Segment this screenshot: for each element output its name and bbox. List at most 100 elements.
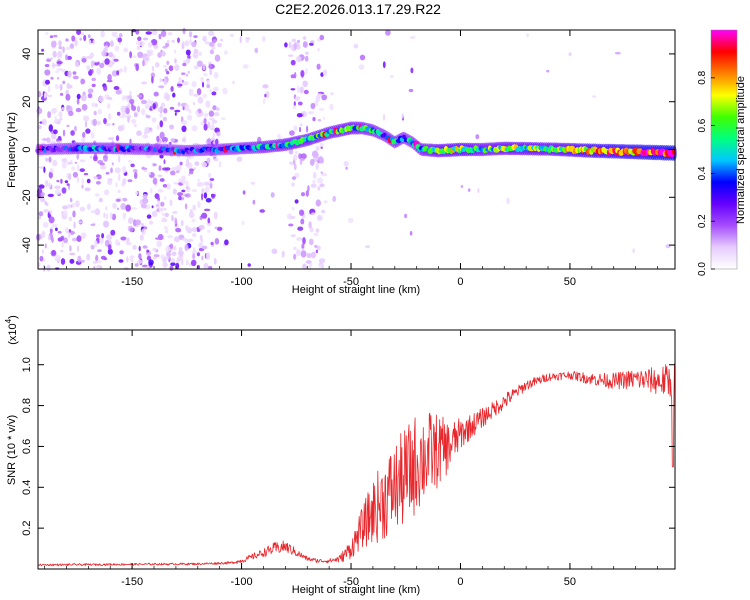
heatmap-cell [186,73,189,77]
heatmap-cell [209,182,213,189]
heatmap-cell [299,126,301,133]
heatmap-cell [166,183,171,190]
heatmap-cell [218,161,222,168]
heatmap-cell [209,178,215,181]
heatmap-cell [211,121,214,129]
heatmap-cell [154,237,161,240]
heatmap-cell [54,254,61,262]
heatmap-cell [83,115,90,122]
heatmap-cell [96,120,101,126]
y-tick-label: 20 [21,96,33,108]
heatmap-cell [232,80,235,85]
heatmap-cell [164,196,167,200]
heatmap-cell [192,233,197,237]
heatmap-cell [42,249,44,254]
heatmap-cell [125,107,130,115]
spectrogram-y-label: Frequency (Hz) [6,112,18,188]
spectrogram-y-ticks: -40 -20 0 20 40 [21,48,675,253]
heatmap-cell [408,88,414,93]
heatmap-cell [300,153,307,160]
heatmap-cell [75,61,79,68]
heatmap-cell [51,224,58,228]
heatmap-cell [134,123,137,128]
heatmap-cell [45,32,49,35]
heatmap-cell [56,67,63,72]
heatmap-cell [60,258,66,265]
heatmap-cell [329,103,334,111]
snr-y-ticks: 0.2 0.4 0.6 0.8 1.0 [21,357,675,536]
heatmap-cell [165,42,170,48]
heatmap-cell [38,211,44,217]
heatmap-cell [171,39,175,43]
heatmap-cell [208,30,215,36]
heatmap-cell [122,197,128,202]
heatmap-cell [298,57,301,62]
heatmap-cell [63,237,68,244]
heatmap-cell [161,217,167,222]
heatmap-cell [163,207,167,211]
heatmap-cell [105,123,112,127]
heatmap-cell [107,244,112,251]
heatmap-cell [181,125,187,133]
heatmap-cell [254,47,259,54]
heatmap-cell [546,69,550,73]
heatmap-cell [170,170,176,176]
heatmap-cell [103,220,109,228]
heatmap-cell [300,218,305,225]
heatmap-cell [290,88,296,91]
heatmap-cell [142,193,148,199]
heatmap-cell [92,40,96,45]
heatmap-cell [106,234,113,241]
heatmap-cell [153,254,160,258]
heatmap-cell [212,39,217,43]
chart-title: C2E2.2026.013.17.29.R22 [275,1,441,17]
heatmap-cell [136,94,142,98]
heatmap-cell [103,154,108,162]
heatmap-cell [65,38,69,42]
colorbar: 0.0 0.2 0.4 0.6 0.8 Normalized spectral ampl… [697,29,747,276]
heatmap-cell [199,234,203,241]
heatmap-cell [213,257,217,265]
heatmap-cell [404,213,408,219]
heatmap-cell [171,214,174,222]
heatmap-cell [142,134,149,139]
heatmap-cell [93,261,98,264]
heatmap-cell [84,120,88,128]
heatmap-cell [110,229,116,236]
heatmap-cell [66,55,72,60]
y-tick-label: 0.6 [21,439,33,454]
heatmap-cell [187,238,194,242]
y-tick-label: 0 [21,146,33,152]
heatmap-cell [203,208,211,212]
heatmap-cell [119,250,124,255]
heatmap-cell [76,235,82,243]
heatmap-cell [207,229,211,233]
heatmap-cell [157,200,161,206]
heatmap-cell [198,224,205,230]
heatmap-cell [76,93,81,100]
heatmap-cell [302,41,308,48]
heatmap-cell [79,37,82,41]
heatmap-cell [318,108,325,111]
heatmap-cell [292,105,296,110]
heatmap-cell [131,119,137,124]
heatmap-cell [193,35,198,38]
heatmap-cell [147,172,151,176]
heatmap-cell [127,179,133,183]
heatmap-cell [182,27,186,35]
heatmap-cell [192,204,196,211]
heatmap-cell [47,85,51,93]
heatmap-cell [89,53,93,60]
heatmap-cell [141,81,148,85]
heatmap-cell [264,93,267,98]
heatmap-cell [100,165,107,170]
heatmap-cell [146,249,150,253]
heatmap-cell [161,102,165,108]
heatmap-cell [116,207,119,211]
heatmap-cell [83,34,87,42]
heatmap-cell [62,46,65,54]
heatmap-cell [197,178,200,182]
heatmap-cell [72,171,78,178]
heatmap-cell [116,111,121,116]
heatmap-cell [592,95,597,98]
